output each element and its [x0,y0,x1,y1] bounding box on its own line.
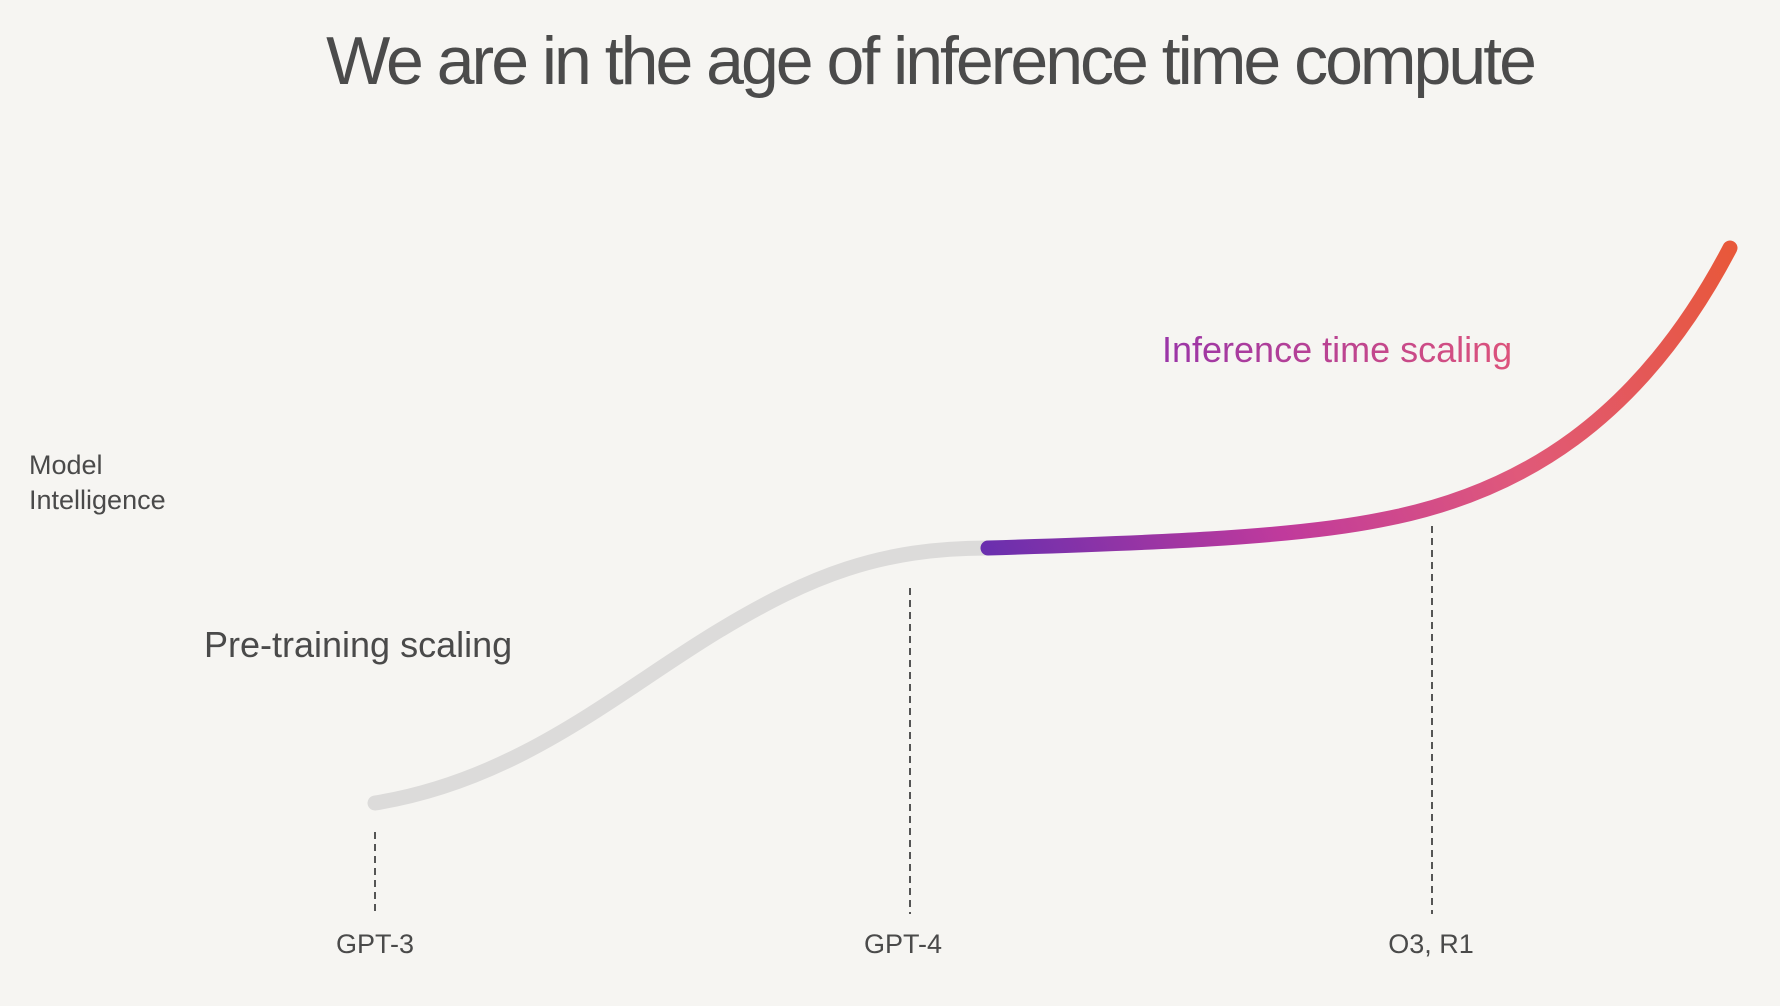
slide-title: We are in the age of inference time comp… [326,23,1537,99]
inference-time-curve [980,240,1738,556]
milestone-label-gpt-4: GPT-4 [864,929,942,959]
inference-time-scaling-label: Inference time scaling [1162,329,1512,370]
y-axis-label-line-1: Model [29,450,103,480]
y-axis-label-line-2: Intelligence [29,485,166,515]
y-axis-label: Model Intelligence [29,450,166,515]
pre-training-scaling-label: Pre-training scaling [204,624,512,665]
milestone-label-o3-r1: O3, R1 [1388,929,1474,959]
pre-training-curve [367,540,996,811]
milestone-label-gpt-3: GPT-3 [336,929,414,959]
